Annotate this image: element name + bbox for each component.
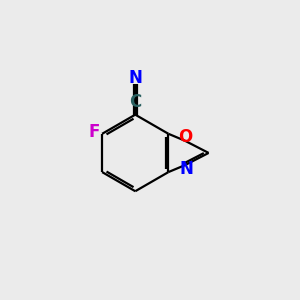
Text: C: C	[129, 93, 141, 111]
Text: F: F	[88, 123, 100, 141]
Text: N: N	[179, 160, 193, 178]
Text: O: O	[178, 128, 192, 146]
Text: N: N	[128, 69, 142, 87]
